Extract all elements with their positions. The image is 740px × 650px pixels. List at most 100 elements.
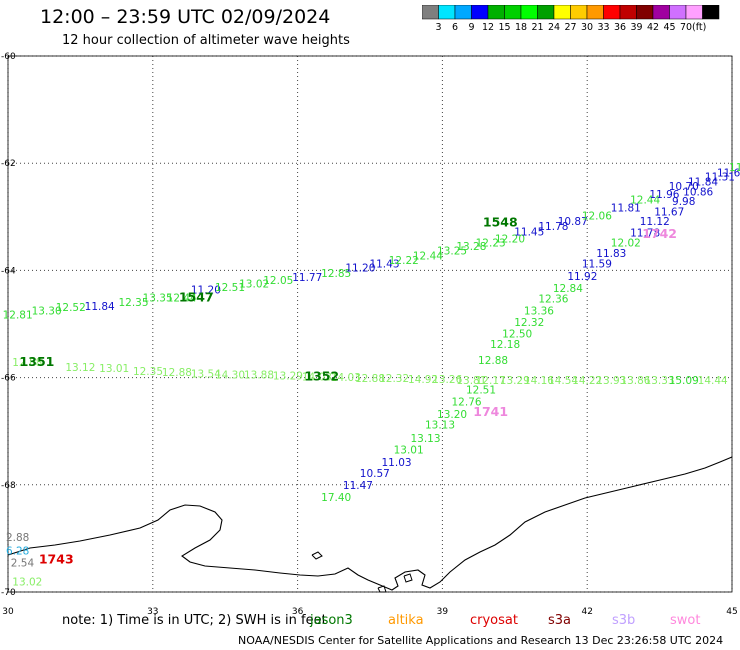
wave-height-value: 11.78	[630, 228, 660, 240]
wave-height-value: 12.85	[321, 268, 351, 280]
wave-height-value: 12.51	[466, 385, 496, 397]
legend-item: cryosat	[470, 613, 518, 628]
latitude-tick-label: -66	[1, 374, 16, 384]
legend-item: swot	[670, 613, 701, 628]
colorbar-tick-label: 45	[663, 22, 675, 33]
wave-height-value: 13.13	[425, 420, 455, 432]
wave-height-value: 11.20	[191, 284, 221, 296]
page-subtitle: 12 hour collection of altimeter wave hei…	[62, 33, 350, 48]
wave-height-value: 12.35	[133, 366, 163, 378]
longitude-tick-label: 30	[2, 607, 14, 617]
wave-height-value: 13.01	[99, 363, 129, 375]
colorbar-tick-label: 18	[515, 22, 527, 33]
colorbar-tick-label: 30	[581, 22, 593, 33]
colorbar-tick-label: 70	[680, 22, 692, 33]
wave-height-value: 12.81	[3, 310, 33, 322]
wave-height-value: 14.30	[215, 370, 245, 382]
pass-time-label: 1743	[39, 552, 74, 567]
wave-height-value: 13.54	[191, 369, 221, 381]
colorbar-tick-label: 33	[597, 22, 609, 33]
wave-height-value: 14.03	[331, 372, 361, 384]
latitude-tick-label: -60	[1, 52, 16, 62]
wave-height-value: 11.69	[717, 168, 740, 180]
wave-height-value: 11.12	[640, 216, 670, 228]
wave-height-value: 11.47	[343, 480, 373, 492]
wave-height-value: 12.17	[476, 375, 506, 387]
pass-time-label: 1741	[473, 404, 508, 419]
wave-height-value: 13.36	[524, 305, 554, 317]
wave-height-value: 13.13	[410, 433, 440, 445]
pass-time-label: 1352	[304, 368, 339, 383]
wave-height-value: 11.92	[567, 271, 597, 283]
wave-height-value: 11.96	[649, 189, 679, 201]
wave-height-value: 13.26	[432, 374, 462, 386]
legend-item: jason3	[310, 613, 353, 628]
wave-height-value: 11.78	[538, 221, 568, 233]
wave-height-value: 13.81	[456, 375, 486, 387]
wave-height-value: 12.02	[611, 237, 641, 249]
wave-height-value: 13.88	[244, 370, 274, 382]
pass-time-label: 1547	[179, 289, 214, 304]
colorbar-tick-label: 36	[614, 22, 626, 33]
wave-height-value: 11.43	[369, 259, 399, 271]
wave-height-value: 13.02	[12, 577, 42, 589]
wave-height-value: 12.06	[582, 210, 612, 222]
wave-height-value: 12.44	[413, 251, 443, 263]
colorbar-tick-label: 27	[564, 22, 576, 33]
wave-height-value: 14.54	[548, 375, 578, 387]
wave-height-value: 10.70	[669, 181, 699, 193]
latitude-tick-label: -64	[1, 266, 16, 276]
latitude-tick-label: -68	[1, 481, 16, 491]
wave-height-value: 11.84	[85, 301, 115, 313]
pass-time-label: 1351	[20, 354, 55, 369]
wave-height-value: 13.28	[456, 241, 486, 253]
longitude-tick-label: 36	[292, 607, 304, 617]
map-frame	[7, 55, 733, 593]
wave-height-value: 12.44	[630, 194, 660, 206]
wave-height-value: 12.05	[263, 275, 293, 287]
legend-item: altika	[388, 613, 424, 628]
pass-time-label: 1548	[483, 214, 518, 229]
wave-height-value: 13.29	[500, 375, 530, 387]
wave-height-value: 13.29	[273, 371, 303, 383]
wave-height-value: 11.67	[654, 207, 684, 219]
wave-height-value: 14.03	[302, 371, 332, 383]
wave-height-value: 14.16	[524, 375, 554, 387]
wave-height-value: 11.20	[345, 262, 375, 274]
wave-height-value: 11.97	[729, 162, 740, 174]
wave-height-value: 11.03	[382, 457, 412, 469]
longitude-tick-label: 33	[147, 607, 158, 617]
colorbar-swatch	[702, 5, 720, 20]
wave-height-value: 11.81	[611, 202, 641, 214]
wave-height-value: 11.45	[514, 227, 544, 239]
wave-height-value: 11.77	[292, 272, 322, 284]
colorbar-tick-label: 9	[468, 22, 474, 33]
wave-height-value: 2.54	[11, 557, 35, 569]
wave-height-value: 12.88	[12, 357, 42, 369]
wave-height-value: 11.83	[596, 248, 626, 260]
wave-height-value: 11.84	[688, 177, 718, 189]
island-outline	[403, 573, 413, 583]
wave-height-value: 13.93	[596, 375, 626, 387]
wave-height-value: 17.40	[321, 492, 351, 504]
longitude-tick-label: 42	[581, 607, 592, 617]
wave-height-value: 14.22	[572, 375, 602, 387]
wave-height-value: 10.87	[558, 216, 588, 228]
wave-height-value: 15.09	[669, 375, 699, 387]
wave-height-value: 12.88	[478, 355, 508, 367]
wave-height-value: 10.57	[360, 468, 390, 480]
footer-credit: NOAA/NESDIS Center for Satellite Applica…	[238, 634, 724, 647]
wave-height-value: 12.88	[355, 373, 385, 385]
footer-note: note: 1) Time is in UTC; 2) SWH is in fe…	[62, 613, 327, 628]
wave-height-value: 12.36	[538, 294, 568, 306]
longitude-tick-label: 45	[726, 607, 737, 617]
wave-height-value: 9.98	[672, 196, 695, 208]
wave-height-value: 13.01	[394, 445, 424, 457]
wave-height-value: 14.44	[698, 375, 728, 387]
wave-height-value: 10.86	[683, 186, 713, 198]
wave-height-value: 12.84	[553, 283, 583, 295]
wave-height-value: 14.92	[408, 374, 438, 386]
colorbar-tick-label: 39	[630, 22, 642, 33]
wave-height-value: 13.35	[143, 292, 173, 304]
